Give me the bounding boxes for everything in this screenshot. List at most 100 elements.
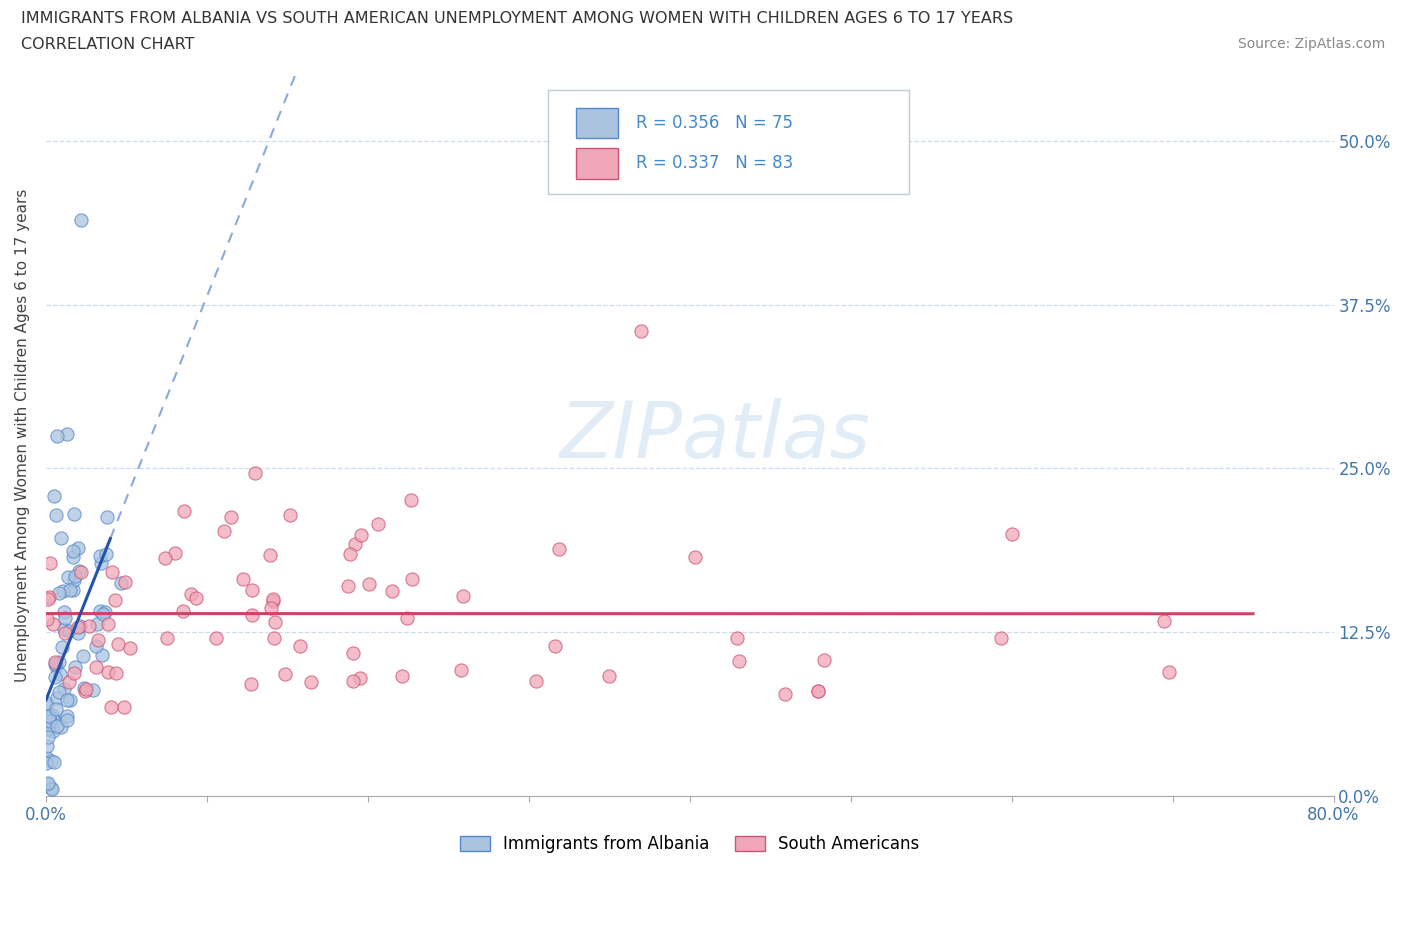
Point [807, 684, 830, 698]
Point [90, 648, 112, 663]
Point [288, 638, 311, 653]
Point [37, 751, 59, 765]
Point [245, 465, 267, 480]
Point [49, 530, 72, 545]
Point [598, 669, 620, 684]
Point [401, 572, 423, 587]
Point [725, 631, 748, 645]
Text: R = 0.356   N = 75: R = 0.356 N = 75 [636, 113, 793, 132]
Point [544, 639, 567, 654]
Point [66, 619, 89, 634]
Point [453, 589, 475, 604]
Point [399, 492, 422, 507]
Point [205, 631, 228, 646]
Point [37, 739, 59, 754]
Point [73, 681, 96, 696]
Point [55, 626, 77, 641]
Point [173, 504, 195, 519]
Point [52, 622, 75, 637]
Point [42, 724, 65, 738]
Point [37, 730, 59, 745]
Point [359, 577, 381, 591]
Point [49, 667, 72, 682]
Point [38, 709, 60, 724]
Point [96, 510, 118, 525]
Point [342, 673, 364, 688]
Point [180, 587, 202, 602]
Point [118, 641, 141, 656]
Point [72, 649, 94, 664]
Point [65, 660, 87, 675]
Point [45, 658, 67, 673]
Point [807, 684, 830, 698]
Point [728, 654, 751, 669]
Point [1001, 526, 1024, 541]
Point [344, 537, 367, 551]
Point [104, 592, 127, 607]
Point [67, 564, 90, 578]
Point [262, 591, 284, 606]
Point [100, 699, 122, 714]
Point [630, 324, 652, 339]
Point [240, 583, 263, 598]
Point [75, 682, 97, 697]
Point [48, 655, 70, 670]
Point [89, 604, 111, 618]
Point [62, 507, 84, 522]
Point [37, 776, 59, 790]
Point [52, 604, 75, 619]
Point [45, 507, 67, 522]
Point [38, 590, 60, 604]
Point [273, 667, 295, 682]
Point [48, 586, 70, 601]
Point [773, 686, 796, 701]
FancyBboxPatch shape [576, 149, 617, 179]
Point [349, 671, 371, 685]
Point [184, 591, 207, 605]
Point [46, 719, 69, 734]
Point [35, 612, 58, 627]
Point [37, 777, 59, 791]
Point [55, 693, 77, 708]
Point [336, 578, 359, 593]
Point [155, 551, 177, 565]
Point [367, 516, 389, 531]
Point [69, 565, 91, 579]
Point [240, 607, 263, 622]
Point [63, 665, 86, 680]
Point [67, 625, 90, 640]
Point [94, 547, 117, 562]
Point [260, 601, 283, 616]
Point [52, 682, 75, 697]
FancyBboxPatch shape [548, 90, 908, 194]
Text: IMMIGRANTS FROM ALBANIA VS SOUTH AMERICAN UNEMPLOYMENT AMONG WOMEN WITH CHILDREN: IMMIGRANTS FROM ALBANIA VS SOUTH AMERICA… [21, 11, 1014, 26]
Point [90, 555, 112, 570]
Point [66, 540, 89, 555]
Point [97, 664, 120, 679]
Text: ZIPatlas: ZIPatlas [560, 398, 870, 473]
Point [339, 547, 361, 562]
Point [82, 683, 104, 698]
Point [86, 617, 108, 631]
Point [278, 508, 301, 523]
Point [110, 576, 132, 591]
Point [62, 583, 84, 598]
Point [63, 569, 86, 584]
Point [62, 549, 84, 564]
Point [55, 709, 77, 724]
Point [38, 714, 60, 729]
Text: CORRELATION CHART: CORRELATION CHART [21, 37, 194, 52]
Point [35, 698, 58, 713]
Point [1153, 614, 1175, 629]
Point [41, 708, 63, 723]
Point [381, 583, 404, 598]
FancyBboxPatch shape [576, 108, 617, 138]
Point [212, 524, 235, 538]
Point [41, 782, 63, 797]
Point [91, 606, 114, 621]
Point [299, 675, 322, 690]
Point [101, 565, 124, 579]
Point [52, 583, 75, 598]
Point [172, 604, 194, 618]
Point [93, 604, 115, 619]
